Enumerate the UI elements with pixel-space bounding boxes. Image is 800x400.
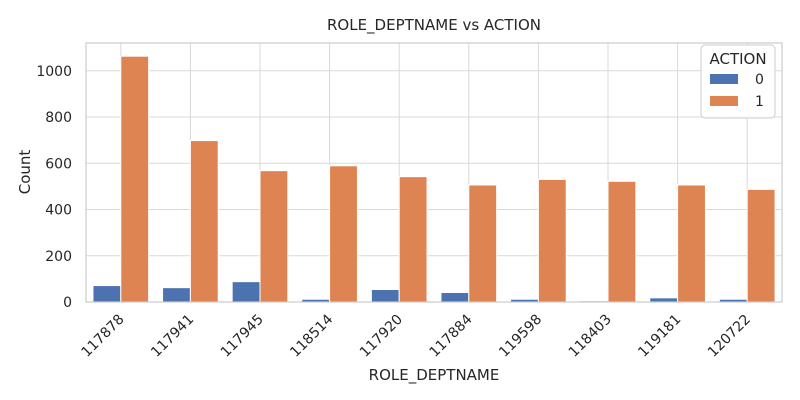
legend-label-1: 1 (755, 94, 764, 110)
bar-117941-action-0 (162, 287, 191, 303)
chart-title: ROLE_DEPTNAME vs ACTION (327, 16, 541, 35)
plot-frame (85, 42, 783, 303)
bar-117920-action-1 (398, 176, 428, 303)
bar-119181-action-1 (677, 184, 706, 303)
bar-120722-action-1 (746, 188, 776, 303)
y-tick-label: 800 (45, 110, 72, 126)
x-tick-label: 117945 (218, 312, 267, 361)
y-axis-label: Count (16, 150, 34, 195)
legend-title: ACTION (709, 50, 766, 68)
x-tick-label: 117920 (357, 312, 406, 361)
x-axis-label: ROLE_DEPTNAME (369, 366, 500, 385)
bar-117878-action-0 (92, 285, 122, 303)
x-axis-ticks: 117878 117941 117945 118514 117920 117884 1195… (79, 311, 755, 360)
y-tick-label: 400 (45, 203, 72, 219)
bar-117884-action-1 (468, 184, 498, 303)
y-tick-label: 600 (45, 156, 72, 172)
bar-117920-action-0 (370, 289, 400, 303)
bar-117945-action-1 (259, 170, 289, 303)
bar-119598-action-1 (537, 178, 567, 303)
x-tick-label: 118514 (287, 311, 336, 360)
x-tick-label: 117941 (148, 312, 197, 361)
x-tick-label: 117884 (427, 311, 476, 360)
x-tick-label: 120722 (705, 312, 754, 361)
y-tick-label: 1000 (36, 64, 72, 80)
bar-118514-action-1 (329, 165, 358, 303)
x-tick-label: 117878 (79, 312, 128, 361)
bar-series (92, 55, 776, 303)
y-tick-label: 0 (63, 295, 72, 311)
x-tick-label: 119181 (635, 312, 684, 361)
legend-label-0: 0 (755, 72, 764, 88)
bar-117941-action-1 (189, 140, 219, 303)
x-tick-label: 118403 (566, 312, 615, 361)
x-tick-label: 119598 (496, 312, 545, 361)
legend[interactable]: ACTION 0 1 (700, 44, 776, 119)
bar-119181-action-0 (649, 297, 679, 303)
y-axis-ticks: 0 200 400 600 800 1000 (36, 64, 72, 311)
legend-swatch-1 (710, 96, 738, 106)
bar-117945-action-0 (231, 281, 261, 303)
bar-117884-action-0 (440, 292, 470, 303)
y-tick-label: 200 (45, 249, 72, 265)
bar-118403-action-1 (607, 180, 637, 303)
legend-swatch-0 (710, 74, 738, 84)
bar-117878-action-1 (120, 55, 150, 303)
plot-border (85, 42, 783, 303)
